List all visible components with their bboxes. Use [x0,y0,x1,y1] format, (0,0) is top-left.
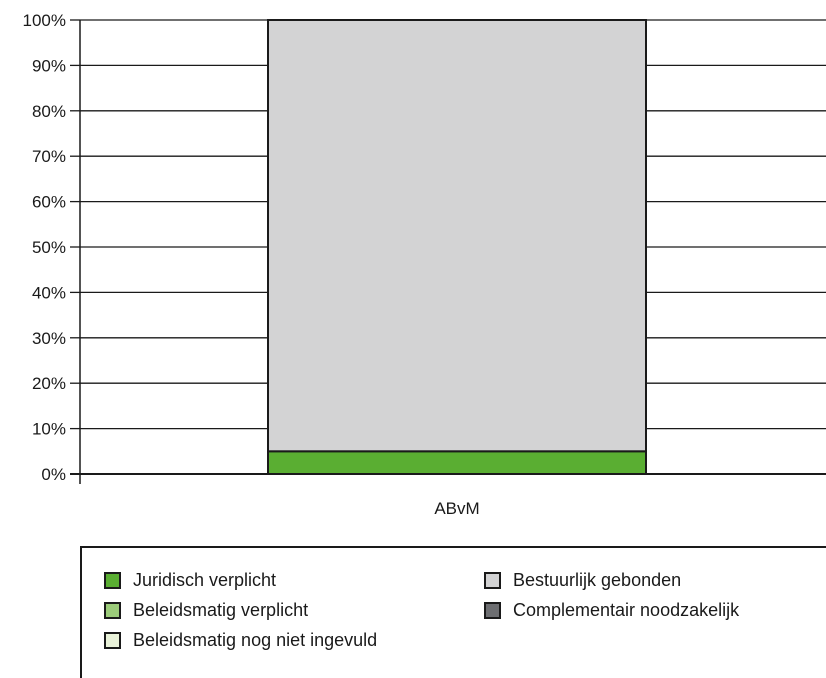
legend: Juridisch verplicht Beleidsmatig verplic… [80,546,826,678]
y-tick-label: 50% [32,238,66,257]
legend-item-beleidsmatig-verplicht: Beleidsmatig verplicht [104,600,308,621]
bars [267,19,647,475]
legend-label: Beleidsmatig nog niet ingevuld [133,630,378,650]
x-tick-labels: ABvM [434,499,479,518]
legend-swatch [104,572,121,589]
legend-item-bestuurlijk-gebonden: Bestuurlijk gebonden [484,570,681,591]
bar-segment [267,450,647,475]
legend-label: Complementair noodzakelijk [513,600,740,620]
y-tick-label: 90% [32,56,66,75]
x-tick-label: ABvM [434,499,479,518]
legend-item-complementair-noodzakelijk: Complementair noodzakelijk [484,600,739,621]
legend-swatch [484,572,501,589]
y-tick-label: 60% [32,193,66,212]
legend-label: Beleidsmatig verplicht [133,600,309,620]
y-tick-label: 20% [32,374,66,393]
y-tick-label: 10% [32,420,66,439]
bar-segment [267,19,647,453]
legend-label: Bestuurlijk gebonden [513,570,682,590]
legend-swatch [104,632,121,649]
y-tick-label: 0% [41,465,66,484]
axes [70,19,826,484]
legend-item-juridisch-verplicht: Juridisch verplicht [104,570,276,591]
y-tick-label: 40% [32,283,66,302]
y-tick-label: 80% [32,102,66,121]
legend-label: Juridisch verplicht [133,570,277,590]
legend-swatch [104,602,121,619]
y-tick-label: 70% [32,147,66,166]
y-tick-labels: 0% 10% 20% 30% 40% 50% 60% 70% 80% 90% 100% [23,11,66,484]
y-tick-label: 100% [23,11,66,30]
legend-item-beleidsmatig-nog-niet-ingevuld: Beleidsmatig nog niet ingevuld [104,630,377,651]
legend-swatch [484,602,501,619]
y-tick-label: 30% [32,329,66,348]
